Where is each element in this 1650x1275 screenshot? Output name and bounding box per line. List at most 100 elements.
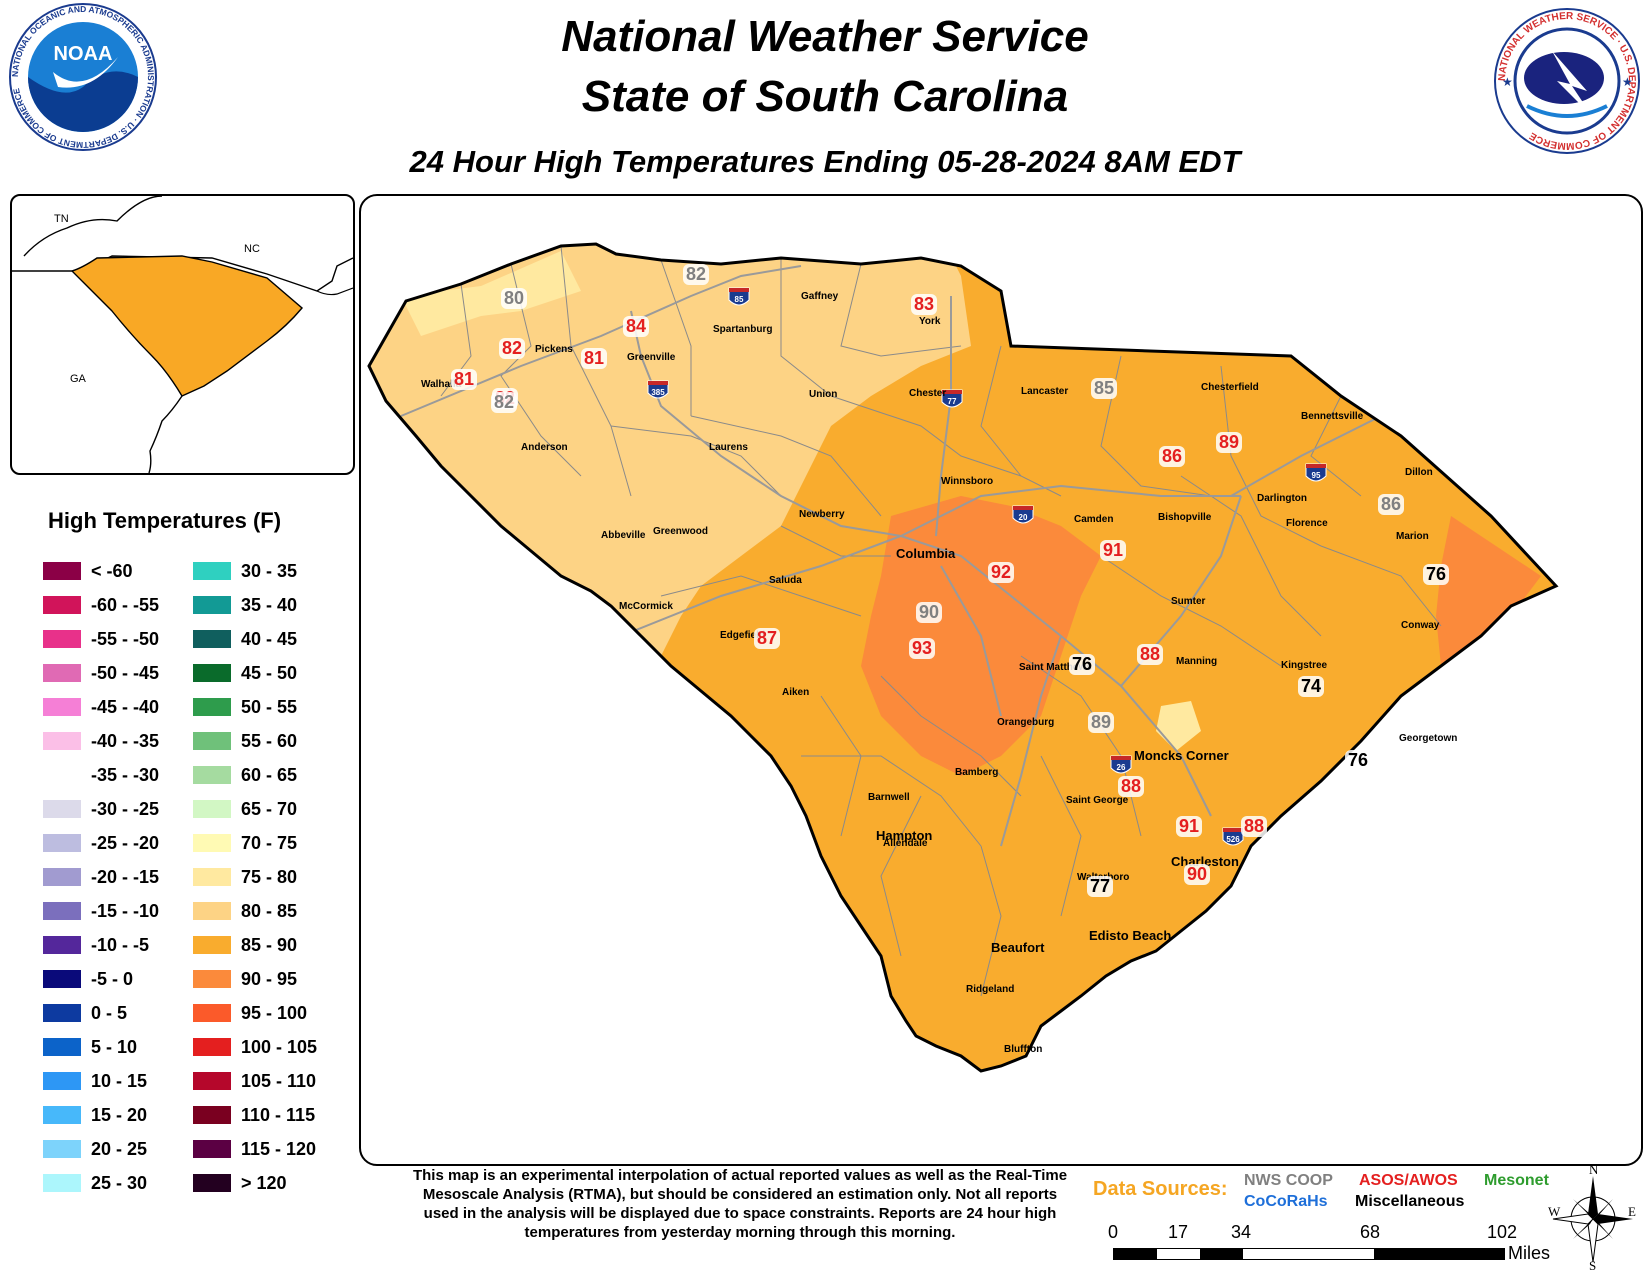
legend-item: 20 - 25 bbox=[43, 1137, 147, 1161]
highway-network bbox=[400, 265, 1422, 847]
compass-n: N bbox=[1589, 1164, 1599, 1177]
legend-swatch bbox=[43, 1072, 81, 1090]
legend-item: 25 - 30 bbox=[43, 1171, 147, 1195]
legend-label: 65 - 70 bbox=[241, 798, 298, 819]
place-label: Abbeville bbox=[601, 530, 646, 541]
interstate-shield: 385 bbox=[647, 380, 669, 399]
legend-label: -35 - -30 bbox=[91, 764, 160, 785]
legend-swatch bbox=[193, 800, 231, 818]
temperature-observation: 93 bbox=[909, 638, 936, 659]
legend-swatch bbox=[43, 1106, 81, 1124]
legend-swatch bbox=[193, 630, 231, 648]
legend-item: 10 - 15 bbox=[43, 1069, 147, 1093]
legend-label: 55 - 60 bbox=[241, 730, 298, 751]
temperature-observation: 87 bbox=[754, 628, 781, 649]
legend-label: 60 - 65 bbox=[241, 764, 298, 785]
legend-item: -50 - -45 bbox=[43, 661, 159, 685]
compass-rose: N E S W bbox=[1548, 1162, 1638, 1273]
legend-swatch bbox=[43, 1174, 81, 1192]
temperature-observation: 89 bbox=[1216, 432, 1243, 453]
legend-swatch bbox=[43, 1004, 81, 1022]
legend-label: 90 - 95 bbox=[241, 968, 298, 989]
legend-label: 10 - 15 bbox=[91, 1070, 148, 1091]
legend-swatch bbox=[43, 970, 81, 988]
legend-label: 25 - 30 bbox=[91, 1172, 148, 1193]
place-label: Ridgeland bbox=[966, 984, 1015, 995]
legend-swatch bbox=[193, 1140, 231, 1158]
legend-swatch bbox=[193, 902, 231, 920]
legend-item: -60 - -55 bbox=[43, 593, 159, 617]
temperature-observation: 82 bbox=[491, 392, 518, 413]
temperature-observation: 90 bbox=[916, 602, 943, 623]
source-nws-coop: NWS COOP bbox=[1244, 1172, 1333, 1189]
inset-locator-map: TN NC GA bbox=[10, 194, 355, 475]
legend-item: -15 - -10 bbox=[43, 899, 159, 923]
place-label: Saint Matthews bbox=[1019, 662, 1092, 673]
legend-swatch bbox=[193, 766, 231, 784]
svg-text:★: ★ bbox=[1622, 75, 1633, 89]
svg-text:526: 526 bbox=[1226, 835, 1240, 844]
place-label: Walhalla bbox=[421, 379, 462, 390]
legend-item: 90 - 95 bbox=[193, 967, 297, 991]
temperature-observation: 88 bbox=[1137, 644, 1164, 665]
legend-item: 15 - 20 bbox=[43, 1103, 147, 1127]
legend-swatch bbox=[193, 970, 231, 988]
legend-label: 80 - 85 bbox=[241, 900, 298, 921]
legend-item: 95 - 100 bbox=[193, 1001, 307, 1025]
temperature-observation: 91 bbox=[1100, 540, 1127, 561]
place-label: Pickens bbox=[535, 344, 573, 355]
temperature-observation: 76 bbox=[1345, 750, 1372, 771]
temperature-observation: 92 bbox=[988, 562, 1015, 583]
legend-label: 50 - 55 bbox=[241, 696, 298, 717]
legend-swatch bbox=[193, 664, 231, 682]
temperature-observation: 77 bbox=[1087, 876, 1114, 897]
legend-item: 45 - 50 bbox=[193, 661, 297, 685]
temperature-observation: 88 bbox=[1118, 776, 1145, 797]
temperature-observation: 76 bbox=[1069, 654, 1096, 675]
noaa-text: NOAA bbox=[54, 43, 113, 65]
legend-label: -60 - -55 bbox=[91, 594, 160, 615]
disclaimer-text: This map is an experimental interpolatio… bbox=[412, 1167, 1068, 1241]
temperature-observation: 76 bbox=[1423, 564, 1450, 585]
temperature-fill-layer bbox=[369, 244, 1556, 1071]
legend-item: 40 - 45 bbox=[193, 627, 297, 651]
place-label: Kingstree bbox=[1281, 660, 1328, 671]
legend-label: -50 - -45 bbox=[91, 662, 160, 683]
svg-text:20: 20 bbox=[1019, 513, 1028, 522]
place-label: Aiken bbox=[782, 687, 810, 698]
legend-item: -40 - -35 bbox=[43, 729, 159, 753]
temperature-observation: 89 bbox=[1088, 712, 1115, 733]
legend-item: 110 - 115 bbox=[193, 1103, 315, 1127]
legend-swatch bbox=[43, 664, 81, 682]
scale-tick-68: 68 bbox=[1360, 1222, 1381, 1242]
temperature-observation: 86 bbox=[1378, 494, 1405, 515]
svg-text:26: 26 bbox=[1117, 763, 1126, 772]
place-label: Anderson bbox=[521, 442, 568, 453]
place-label: Barnwell bbox=[868, 792, 910, 803]
source-miscellaneous: Miscellaneous bbox=[1355, 1193, 1465, 1210]
legend-swatch bbox=[43, 732, 81, 750]
title-line-2: State of South Carolina bbox=[581, 72, 1069, 121]
place-label: Spartanburg bbox=[713, 324, 773, 335]
place-label: York bbox=[919, 316, 941, 327]
compass-e: E bbox=[1628, 1204, 1636, 1219]
inset-label-tn: TN bbox=[54, 213, 69, 225]
legend-item: 55 - 60 bbox=[193, 729, 297, 753]
major-place-label: Moncks Corner bbox=[1134, 748, 1229, 763]
legend-item: -30 - -25 bbox=[43, 797, 159, 821]
legend-label: < -60 bbox=[91, 560, 133, 581]
legend-label: > 120 bbox=[241, 1172, 287, 1193]
interstate-shields: 85 385 77 20 95 26 526 bbox=[647, 287, 1327, 846]
legend-label: -30 - -25 bbox=[91, 798, 160, 819]
legend-item: 5 - 10 bbox=[43, 1035, 137, 1059]
svg-text:77: 77 bbox=[948, 397, 957, 406]
legend-item: > 120 bbox=[193, 1171, 287, 1195]
legend-label: -40 - -35 bbox=[91, 730, 160, 751]
place-label: Allendale bbox=[883, 838, 928, 849]
svg-text:95: 95 bbox=[1312, 471, 1321, 480]
place-label: Greenwood bbox=[653, 526, 709, 537]
legend-label: -55 - -50 bbox=[91, 628, 160, 649]
place-label: Edgefield bbox=[720, 630, 766, 641]
data-sources-label: Data Sources: bbox=[1093, 1178, 1228, 1200]
place-label: Bamberg bbox=[955, 767, 999, 778]
